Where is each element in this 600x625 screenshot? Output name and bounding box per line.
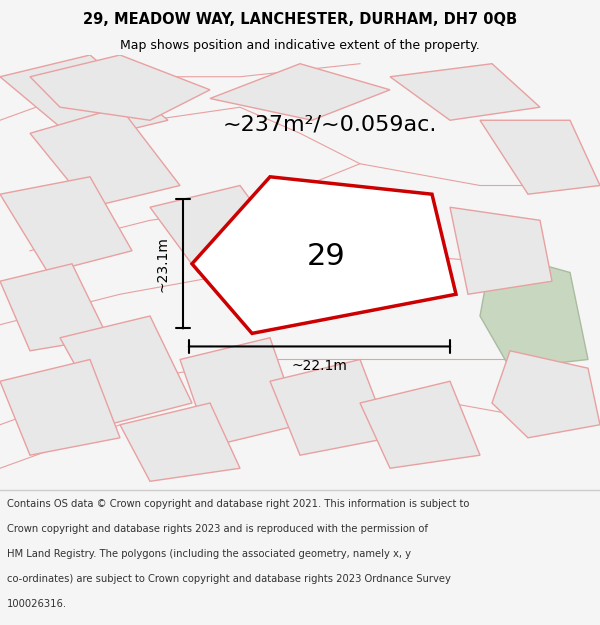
Text: 100026316.: 100026316. bbox=[7, 599, 67, 609]
Text: ~237m²/~0.059ac.: ~237m²/~0.059ac. bbox=[223, 114, 437, 134]
Polygon shape bbox=[480, 251, 588, 368]
Polygon shape bbox=[120, 403, 240, 481]
Polygon shape bbox=[270, 359, 390, 455]
Polygon shape bbox=[0, 55, 168, 142]
Polygon shape bbox=[60, 316, 192, 425]
Polygon shape bbox=[30, 55, 210, 120]
Polygon shape bbox=[0, 359, 120, 455]
Polygon shape bbox=[0, 177, 132, 272]
Polygon shape bbox=[0, 264, 108, 351]
Polygon shape bbox=[192, 177, 456, 333]
Text: HM Land Registry. The polygons (including the associated geometry, namely x, y: HM Land Registry. The polygons (includin… bbox=[7, 549, 411, 559]
Polygon shape bbox=[492, 351, 600, 438]
Polygon shape bbox=[480, 120, 600, 194]
Text: Crown copyright and database rights 2023 and is reproduced with the permission o: Crown copyright and database rights 2023… bbox=[7, 524, 428, 534]
Text: 29, MEADOW WAY, LANCHESTER, DURHAM, DH7 0QB: 29, MEADOW WAY, LANCHESTER, DURHAM, DH7 … bbox=[83, 12, 517, 27]
Text: co-ordinates) are subject to Crown copyright and database rights 2023 Ordnance S: co-ordinates) are subject to Crown copyr… bbox=[7, 574, 451, 584]
Polygon shape bbox=[30, 107, 180, 208]
Polygon shape bbox=[180, 338, 300, 446]
Polygon shape bbox=[450, 208, 552, 294]
Text: Map shows position and indicative extent of the property.: Map shows position and indicative extent… bbox=[120, 39, 480, 51]
Text: ~23.1m: ~23.1m bbox=[156, 236, 170, 292]
Polygon shape bbox=[150, 186, 288, 272]
Polygon shape bbox=[210, 64, 390, 120]
Polygon shape bbox=[390, 64, 540, 120]
Polygon shape bbox=[360, 381, 480, 468]
Text: Contains OS data © Crown copyright and database right 2021. This information is : Contains OS data © Crown copyright and d… bbox=[7, 499, 470, 509]
Text: 29: 29 bbox=[307, 242, 346, 271]
Text: ~22.1m: ~22.1m bbox=[292, 359, 347, 372]
